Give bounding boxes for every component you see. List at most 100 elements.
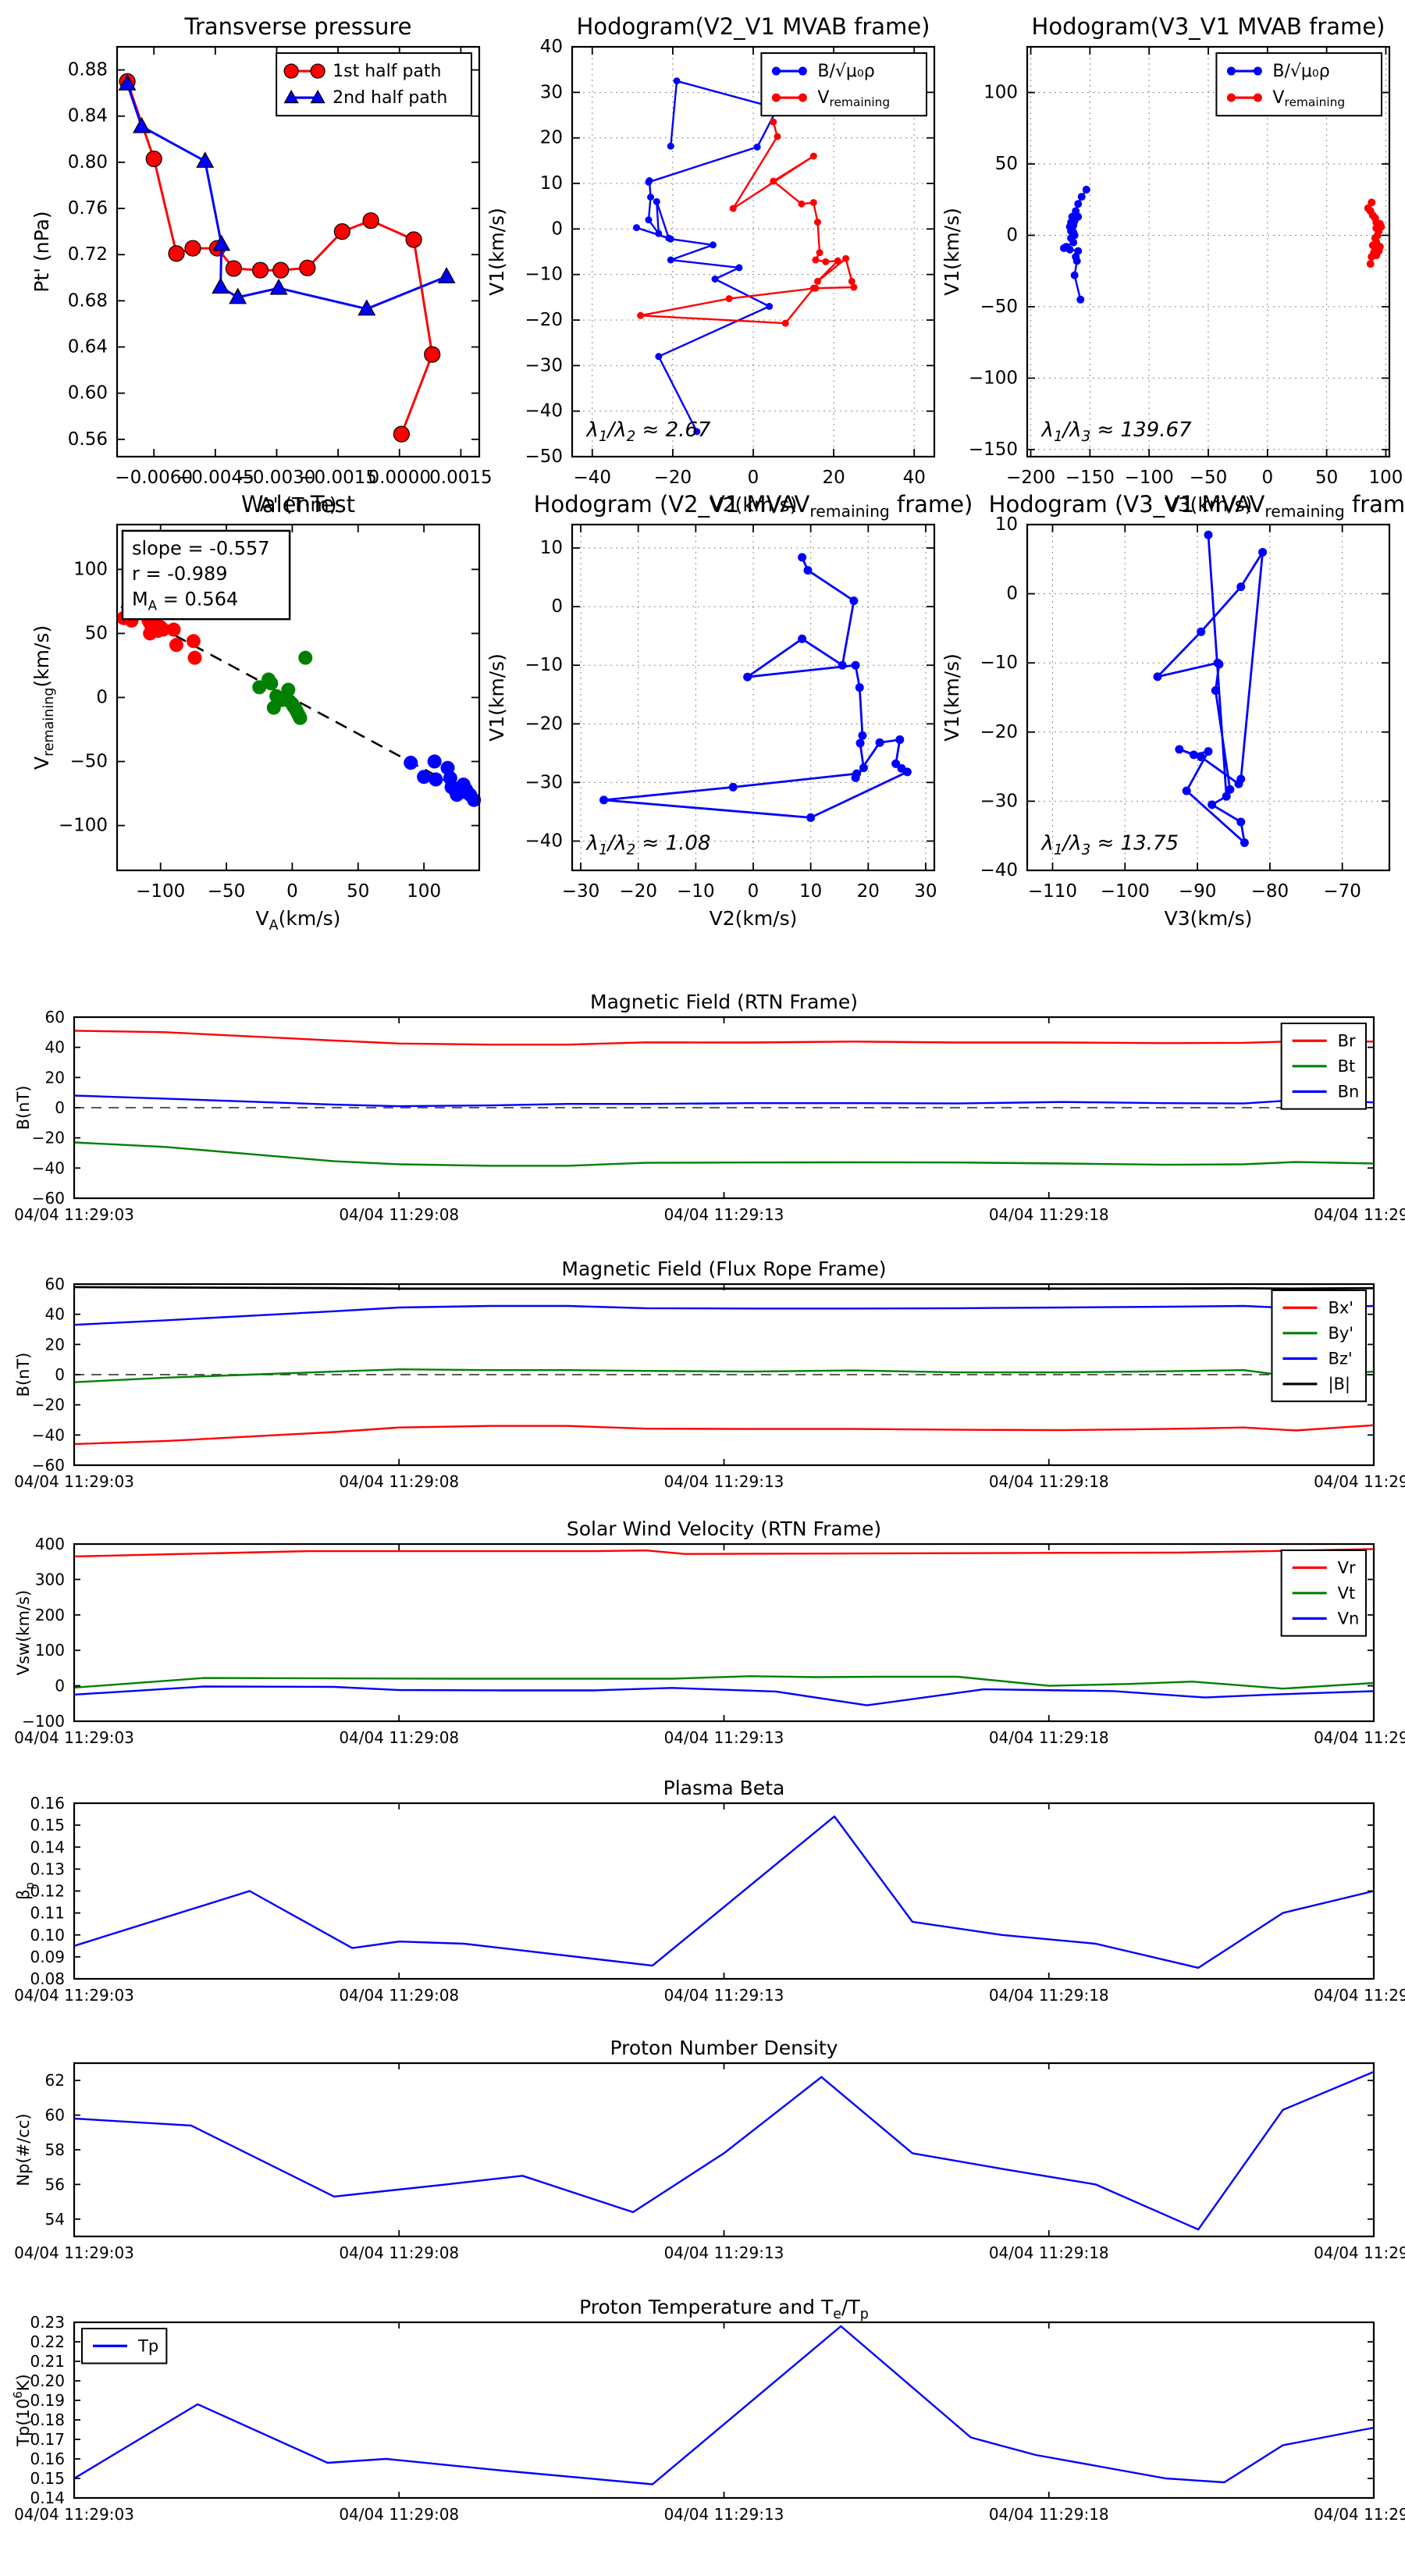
b_fluxrope-ylabel: B(nT) <box>14 1353 33 1397</box>
proton_density-title: Proton Number Density <box>610 2037 838 2059</box>
marker-dot <box>1253 93 1262 102</box>
vsw_rtn-xtick: 04/04 11:29:13 <box>664 1728 784 1747</box>
marker-dot <box>1182 786 1191 795</box>
hodogram_v2v1_mvab-title: Hodogram(V2_V1 MVAB frame) <box>577 13 930 40</box>
plasma_beta-xtick: 04/04 11:29:08 <box>339 1986 459 2005</box>
marker-dot <box>709 241 717 249</box>
marker-dot <box>1072 257 1081 265</box>
transverse_pressure-ylabel: Pt' (nPa) <box>30 211 53 292</box>
b_fluxrope-ytick: 20 <box>45 1335 65 1354</box>
marker-triangle <box>196 151 215 168</box>
proton_temp-ytick: 0.18 <box>30 2411 65 2429</box>
proton_temp-ytick: 0.16 <box>30 2450 65 2468</box>
plasma_beta-xtick: 04/04 11:29:18 <box>989 1986 1109 2005</box>
transverse_pressure-legend: 1st half path 2nd half path <box>276 52 472 117</box>
marker-dot <box>1060 244 1069 252</box>
plasma_beta-ytick: 0.10 <box>30 1926 65 1944</box>
plasma_beta-xtick: 04/04 11:29:23 <box>1314 1986 1405 2005</box>
b_fluxrope-xtick: 04/04 11:29:18 <box>989 1472 1109 1491</box>
marker-dot <box>902 767 912 777</box>
hodogram_v2v1_mvav-ytick: 10 <box>540 538 563 558</box>
hodogram_v2v1_mvav-frame <box>571 523 936 872</box>
marker-dot <box>667 235 674 243</box>
marker-dot <box>653 197 660 205</box>
b_fluxrope-ytick: 60 <box>45 1275 65 1293</box>
transverse_pressure-xtick: −0.0030 <box>238 468 316 488</box>
marker-circle <box>272 262 290 279</box>
marker-dot <box>1253 66 1262 76</box>
walen_test-ytick: −100 <box>59 816 108 836</box>
b_rtn-legend-label: Br <box>1338 1031 1356 1050</box>
walen_test-ylabel: Vremaining(km/s) <box>30 625 57 770</box>
hodogram_v3v1_mvab-legend-label: B/√μ₀ρ <box>1272 62 1329 81</box>
marker-dot <box>1211 686 1220 696</box>
transverse_pressure-legend-label: 2nd half path <box>333 88 447 108</box>
hodogram_v2v1_mvab-xtick: 40 <box>903 468 926 488</box>
marker-dot <box>293 710 308 725</box>
hodogram_v3v1_mvav-ytick: −40 <box>980 860 1018 881</box>
vsw_rtn: 04/04 11:29:03 04/04 11:29:08 04/04 11:29:… <box>14 1517 1405 1747</box>
marker-circle <box>168 245 185 262</box>
marker-dot <box>187 650 202 665</box>
vsw_rtn-series-Vt <box>73 1675 1375 1690</box>
transverse_pressure-ytick: 0.56 <box>68 429 108 450</box>
hodogram_v2v1_mvab-legend: B/√μ₀ρ Vremaining <box>760 52 928 117</box>
b_rtn-ytick: 20 <box>45 1068 65 1087</box>
marker-dot <box>855 738 865 748</box>
hodogram_v3v1_mvav-annotation: λ1/λ3 ≈ 13.75 <box>1040 831 1179 858</box>
proton_temp-legend-label: Tp <box>137 2336 158 2355</box>
b_fluxrope-ytick: −40 <box>32 1425 65 1444</box>
marker-circle <box>184 240 201 257</box>
marker-dot <box>803 566 813 575</box>
transverse_pressure-ytick: 0.60 <box>68 383 108 404</box>
transverse_pressure-ytick: 0.72 <box>68 244 108 265</box>
marker-dot <box>809 284 817 292</box>
marker-dot <box>298 650 313 665</box>
marker-dot <box>467 792 482 807</box>
marker-circle <box>225 260 243 277</box>
marker-dot <box>848 277 855 285</box>
proton_density-xtick: 04/04 11:29:18 <box>989 2243 1109 2262</box>
marker-dot <box>693 428 701 436</box>
marker-dot <box>1076 295 1085 304</box>
marker-dot <box>1368 252 1376 261</box>
b_fluxrope-series-By <box>73 1368 1375 1383</box>
hodogram_v2v1_mvav-xtick: −20 <box>619 881 657 902</box>
hodogram_v2v1_mvav: −30 −20 −10 0 10 20 30 −40 −30 −20 −10 0 10 Hodogram … <box>486 491 973 930</box>
hodogram_v3v1_mvab-ytick: −100 <box>969 368 1018 388</box>
hodogram_v3v1_mvab-title: Hodogram(V3_V1 MVAB frame) <box>1032 13 1385 40</box>
b_fluxrope-xtick: 04/04 11:29:03 <box>14 1472 134 1491</box>
vsw_rtn-xtick: 04/04 11:29:03 <box>14 1728 134 1747</box>
hodogram_v3v1_mvab-xtick: −150 <box>1065 468 1115 488</box>
marker-triangle <box>229 287 247 304</box>
vsw_rtn-ylabel: Vsw(km/s) <box>14 1590 33 1676</box>
plasma_beta-ytick: 0.09 <box>30 1948 65 1966</box>
hodogram_v2v1_mvab-series-B-path <box>635 80 779 432</box>
walen_test-stats-line: slope = -0.557 <box>132 538 270 560</box>
vsw_rtn-ytick: 300 <box>35 1570 65 1589</box>
walen_test-xtick: 0 <box>286 881 298 902</box>
marker-dot <box>637 311 645 319</box>
marker-circle <box>405 231 422 248</box>
hodogram_v3v1_mvav: −110 −100 −90 −80 −70−40−30−20−10010Hodogram… <box>941 491 1405 930</box>
walen_test-xtick: −100 <box>136 881 185 902</box>
marker-dot <box>646 177 653 184</box>
transverse_pressure-ytick: 0.84 <box>68 106 108 126</box>
marker-circle <box>251 262 269 279</box>
hodogram_v3v1_mvav-xtick: −70 <box>1323 881 1361 902</box>
marker-dot <box>632 224 640 232</box>
marker-dot <box>1236 582 1246 592</box>
marker-dot <box>429 772 443 787</box>
b_fluxrope-series-Bx <box>73 1424 1375 1446</box>
walen_test-ytick: 100 <box>73 559 108 579</box>
hodogram_v3v1_mvab-xtick: 0 <box>1261 468 1273 488</box>
proton_density-frame <box>73 2062 1375 2238</box>
vsw_rtn-xtick: 04/04 11:29:08 <box>339 1728 459 1747</box>
hodogram_v2v1_mvav-xtick: 0 <box>748 881 759 902</box>
hodogram_v3v1_mvab-xtick: 50 <box>1315 468 1338 488</box>
b_fluxrope-ytick: 0 <box>55 1365 65 1384</box>
hodogram_v2v1_mvab-ytick: 40 <box>540 37 563 57</box>
transverse_pressure-title: Transverse pressure <box>184 13 412 40</box>
